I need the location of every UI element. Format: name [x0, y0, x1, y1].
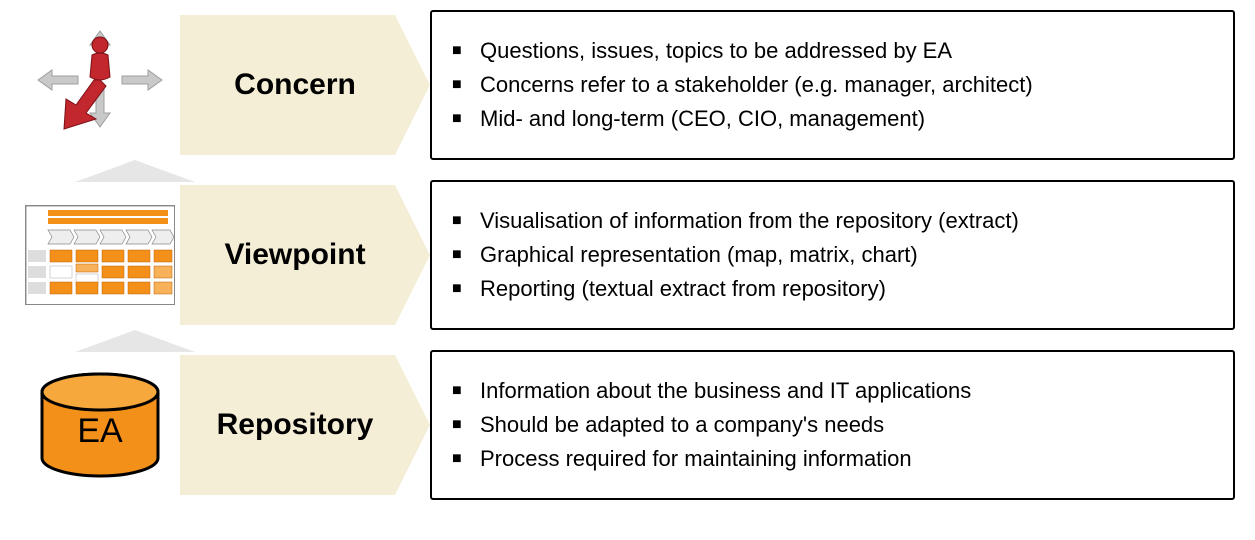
bullet-item: Concerns refer to a stakeholder (e.g. ma… — [452, 68, 1213, 102]
stakeholder-crossroads-icon — [30, 25, 170, 145]
up-arrow-icon — [75, 158, 195, 182]
database-cylinder-icon: EA — [35, 370, 165, 480]
bullet-item: Mid- and long-term (CEO, CIO, management… — [452, 102, 1213, 136]
chevron-label-viewpoint: Viewpoint — [180, 180, 410, 330]
desc-viewpoint: Visualisation of information from the re… — [430, 180, 1235, 330]
bullet-list: Questions, issues, topics to be addresse… — [452, 34, 1213, 136]
chevron-label-concern: Concern — [180, 10, 410, 160]
gap-arrow-1 — [20, 158, 1235, 182]
bullet-item: Should be adapted to a company's needs — [452, 408, 1213, 442]
matrix-chart-icon — [25, 205, 175, 305]
bullet-item: Information about the business and IT ap… — [452, 374, 1213, 408]
bullet-item: Process required for maintaining informa… — [452, 442, 1213, 476]
gap-arrow-2 — [20, 328, 1235, 352]
bullet-list: Information about the business and IT ap… — [452, 374, 1213, 476]
chevron-label-repository: Repository — [180, 350, 410, 500]
row-repository: EA Repository Information about the busi… — [20, 350, 1235, 500]
row-concern: Concern Questions, issues, topics to be … — [20, 10, 1235, 160]
chevron-concern: Concern — [180, 10, 430, 160]
chevron-repository: Repository — [180, 350, 430, 500]
bullet-item: Graphical representation (map, matrix, c… — [452, 238, 1213, 272]
diagram-root: Concern Questions, issues, topics to be … — [0, 0, 1255, 540]
icon-cell-repository: EA — [20, 350, 180, 500]
bullet-item: Visualisation of information from the re… — [452, 204, 1213, 238]
desc-concern: Questions, issues, topics to be addresse… — [430, 10, 1235, 160]
bullet-list: Visualisation of information from the re… — [452, 204, 1213, 306]
chevron-viewpoint: Viewpoint — [180, 180, 430, 330]
desc-repository: Information about the business and IT ap… — [430, 350, 1235, 500]
db-label: EA — [77, 412, 123, 450]
up-arrow-icon — [75, 328, 195, 352]
bullet-item: Questions, issues, topics to be addresse… — [452, 34, 1213, 68]
bullet-item: Reporting (textual extract from reposito… — [452, 272, 1213, 306]
icon-cell-concern — [20, 10, 180, 160]
icon-cell-viewpoint — [20, 180, 180, 330]
row-viewpoint: Viewpoint Visualisation of information f… — [20, 180, 1235, 330]
